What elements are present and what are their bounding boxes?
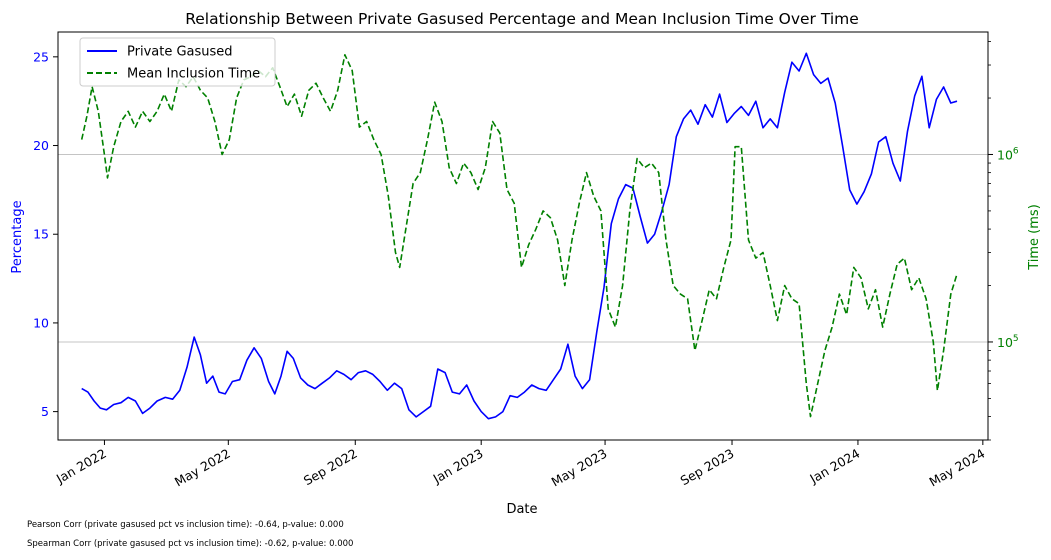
legend: Private Gasused Mean Inclusion Time (79, 37, 276, 87)
y-right-tick-label-1: 106 (997, 146, 1019, 162)
x-tick-label-5: Sep 2023 (678, 446, 737, 489)
x-axis-label: Date (506, 502, 537, 517)
series-line-mean-inclusion-time (80, 54, 958, 418)
series-lines (80, 52, 958, 420)
y-left-tick-label-1: 10 (33, 315, 49, 330)
y-left-tick-label-0: 5 (41, 404, 49, 419)
x-tick-label-7: May 2024 (926, 446, 987, 490)
chart-title: Relationship Between Private Gasused Per… (185, 10, 859, 28)
plot-area-frame (57, 31, 989, 441)
x-tick-label-6: Jan 2024 (806, 446, 862, 487)
x-tick-label-0: Jan 2022 (53, 446, 109, 487)
x-tick-label-3: Jan 2023 (430, 446, 486, 487)
y-left-tick-label-4: 25 (33, 49, 49, 64)
x-tick-label-4: May 2023 (549, 446, 610, 490)
legend-label-private-gasused: Private Gasused (127, 45, 233, 60)
legend-box (79, 37, 276, 87)
legend-label-mean-inclusion-time: Mean Inclusion Time (127, 67, 260, 82)
y-axis-right-label: Time (ms) (1027, 204, 1042, 271)
axes: 105 106 5 10 15 20 25 Jan 2022 May 2022 Sep 2022 J… (33, 41, 1019, 490)
y-left-tick-label-2: 15 (33, 227, 49, 242)
y-right-tick-label-0: 105 (997, 334, 1019, 350)
series-line-private-gasused (81, 52, 958, 420)
pearson-correlation-note: Pearson Corr (private gasused pct vs inc… (27, 520, 344, 530)
x-tick-label-2: Sep 2022 (301, 446, 360, 489)
gridlines (58, 154, 988, 343)
x-tick-label-1: May 2022 (172, 446, 233, 490)
spearman-correlation-note: Spearman Corr (private gasused pct vs in… (27, 539, 354, 549)
y-left-tick-label-3: 20 (33, 138, 49, 153)
y-axis-left-label: Percentage (10, 200, 25, 273)
